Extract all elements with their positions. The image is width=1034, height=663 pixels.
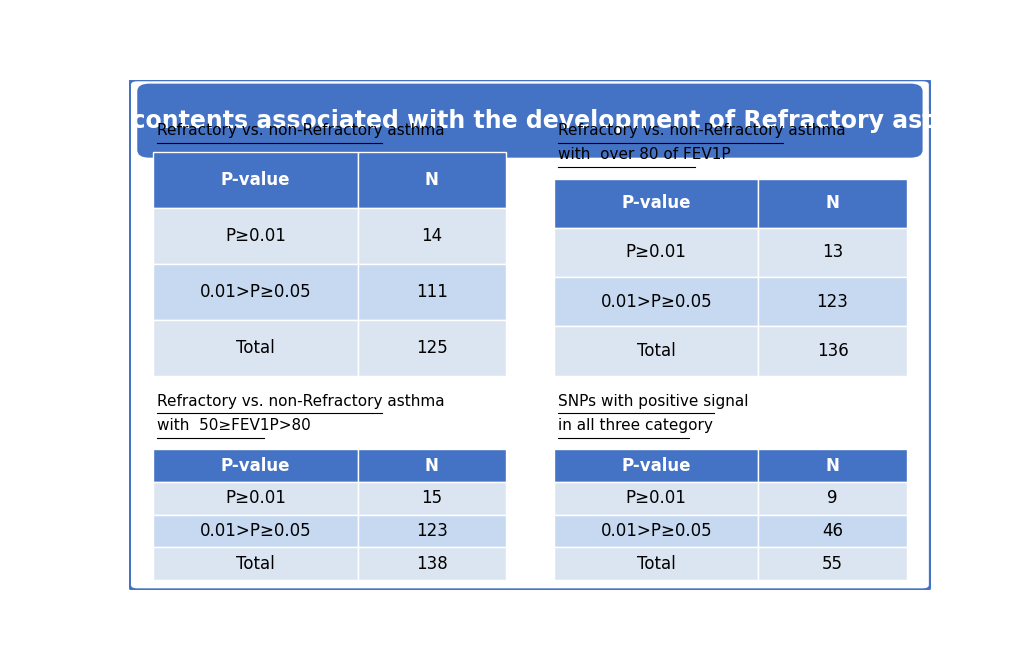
FancyBboxPatch shape	[153, 482, 358, 514]
Text: in all three category: in all three category	[558, 418, 712, 433]
Text: N: N	[825, 194, 840, 212]
FancyBboxPatch shape	[554, 178, 759, 228]
Text: Total: Total	[637, 554, 675, 573]
Text: 111: 111	[416, 283, 448, 301]
Text: P-value: P-value	[621, 457, 691, 475]
FancyBboxPatch shape	[554, 228, 759, 277]
Text: Refractory vs. non-Refractory asthma: Refractory vs. non-Refractory asthma	[157, 123, 445, 138]
FancyBboxPatch shape	[759, 482, 907, 514]
FancyBboxPatch shape	[358, 264, 506, 320]
FancyBboxPatch shape	[759, 514, 907, 547]
FancyBboxPatch shape	[759, 228, 907, 277]
FancyBboxPatch shape	[759, 449, 907, 482]
Text: 0.01>P≥0.05: 0.01>P≥0.05	[200, 522, 311, 540]
FancyBboxPatch shape	[554, 449, 759, 482]
FancyBboxPatch shape	[759, 326, 907, 376]
Text: Total: Total	[236, 554, 275, 573]
FancyBboxPatch shape	[358, 208, 506, 264]
Text: Total: Total	[236, 339, 275, 357]
Text: P≥0.01: P≥0.01	[225, 227, 286, 245]
Text: Refractory vs. non-Refractory asthma: Refractory vs. non-Refractory asthma	[558, 123, 851, 138]
FancyBboxPatch shape	[153, 208, 358, 264]
Text: P-value: P-value	[621, 194, 691, 212]
FancyBboxPatch shape	[759, 547, 907, 580]
Text: N: N	[425, 171, 438, 189]
Text: SNPs with positive signal: SNPs with positive signal	[558, 394, 754, 408]
FancyBboxPatch shape	[554, 547, 759, 580]
Text: P≥0.01: P≥0.01	[225, 489, 286, 507]
FancyBboxPatch shape	[554, 326, 759, 376]
Text: with  over 80 of FEV1P: with over 80 of FEV1P	[558, 147, 731, 162]
Text: N: N	[825, 457, 840, 475]
Text: 136: 136	[817, 342, 848, 360]
FancyBboxPatch shape	[554, 277, 759, 326]
FancyBboxPatch shape	[554, 514, 759, 547]
Text: P≥0.01: P≥0.01	[626, 489, 687, 507]
FancyBboxPatch shape	[138, 84, 922, 158]
Text: with  50≥FEV1P>80: with 50≥FEV1P>80	[157, 418, 311, 433]
FancyBboxPatch shape	[759, 178, 907, 228]
FancyBboxPatch shape	[153, 547, 358, 580]
Text: Refractory vs. non-Refractory asthma: Refractory vs. non-Refractory asthma	[157, 394, 450, 408]
Text: 138: 138	[416, 554, 448, 573]
Text: 15: 15	[421, 489, 443, 507]
FancyBboxPatch shape	[358, 514, 506, 547]
Text: SNP contents associated with the development of Refractory asthma: SNP contents associated with the develop…	[69, 109, 991, 133]
Text: P≥0.01: P≥0.01	[626, 243, 687, 261]
FancyBboxPatch shape	[358, 547, 506, 580]
FancyBboxPatch shape	[759, 277, 907, 326]
Text: 0.01>P≥0.05: 0.01>P≥0.05	[200, 283, 311, 301]
FancyBboxPatch shape	[153, 152, 358, 208]
Text: P-value: P-value	[221, 457, 291, 475]
Text: 55: 55	[822, 554, 843, 573]
FancyBboxPatch shape	[358, 320, 506, 376]
Text: 123: 123	[416, 522, 448, 540]
FancyBboxPatch shape	[129, 80, 931, 590]
Text: 14: 14	[421, 227, 443, 245]
FancyBboxPatch shape	[358, 482, 506, 514]
Text: 0.01>P≥0.05: 0.01>P≥0.05	[601, 293, 712, 311]
Text: P-value: P-value	[221, 171, 291, 189]
Text: Total: Total	[637, 342, 675, 360]
Text: 125: 125	[416, 339, 448, 357]
Text: 13: 13	[822, 243, 843, 261]
FancyBboxPatch shape	[554, 482, 759, 514]
Text: N: N	[425, 457, 438, 475]
FancyBboxPatch shape	[358, 152, 506, 208]
FancyBboxPatch shape	[153, 320, 358, 376]
Text: 123: 123	[817, 293, 849, 311]
Text: 0.01>P≥0.05: 0.01>P≥0.05	[601, 522, 712, 540]
FancyBboxPatch shape	[358, 449, 506, 482]
Text: 46: 46	[822, 522, 843, 540]
FancyBboxPatch shape	[153, 514, 358, 547]
Text: 9: 9	[827, 489, 838, 507]
FancyBboxPatch shape	[153, 449, 358, 482]
FancyBboxPatch shape	[153, 264, 358, 320]
